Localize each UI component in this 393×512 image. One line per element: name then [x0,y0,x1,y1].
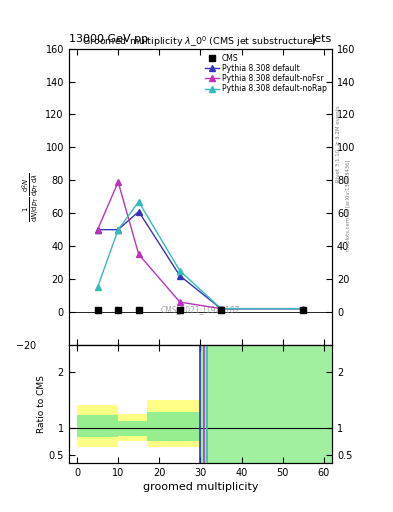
Pythia 8.308 default-noFsr [136,251,141,258]
Bar [118,414,147,441]
Pythia 8.308 default-noRap [301,306,306,312]
Pythia 8.308 default [136,208,141,215]
Line: Pythia 8.308 default: Pythia 8.308 default [95,209,306,311]
CMS [301,307,306,313]
Pythia 8.308 default-noFsr [116,179,121,185]
Text: 13000 GeV pp: 13000 GeV pp [69,33,148,44]
Pythia 8.308 default-noFsr [219,306,223,312]
Line: Pythia 8.308 default-noFsr: Pythia 8.308 default-noFsr [95,179,306,311]
X-axis label: groomed multiplicity: groomed multiplicity [143,482,258,493]
Pythia 8.308 default-noRap [178,268,182,274]
Pythia 8.308 default-noFsr [301,306,306,312]
Pythia 8.308 default [219,306,223,312]
CMS [116,307,121,313]
Text: $-$20: $-$20 [15,339,37,351]
Text: Jets: Jets [312,33,332,44]
Bar [200,345,332,463]
Bar [77,406,118,447]
CMS [219,307,223,313]
Line: CMS: CMS [95,308,306,313]
Pythia 8.308 default-noRap [219,306,223,312]
CMS [136,307,141,313]
Pythia 8.308 default [116,227,121,233]
Pythia 8.308 default-noRap [95,284,100,290]
Pythia 8.308 default-noRap [116,227,121,233]
Bar [77,415,118,437]
Y-axis label: $\frac{1}{\mathrm{d}N/\mathrm{d}p_\mathrm{T}}\,\frac{\mathrm{d}^2N}{\mathrm{d}p_: $\frac{1}{\mathrm{d}N/\mathrm{d}p_\mathr… [20,172,41,222]
Text: CMS_2021_I1920187: CMS_2021_I1920187 [161,305,240,314]
Text: Rivet 3.1.10, ≥ 3.2M events: Rivet 3.1.10, ≥ 3.2M events [336,105,341,182]
Legend: CMS, Pythia 8.308 default, Pythia 8.308 default-noFsr, Pythia 8.308 default-noRa: CMS, Pythia 8.308 default, Pythia 8.308 … [204,52,328,95]
Bar [147,400,200,447]
Y-axis label: Ratio to CMS: Ratio to CMS [37,375,46,433]
CMS [178,307,182,313]
Pythia 8.308 default [301,306,306,312]
Bar [118,421,147,436]
Line: Pythia 8.308 default-noRap: Pythia 8.308 default-noRap [95,199,306,311]
CMS [95,307,100,313]
Text: Groomed multiplicity $\lambda\_0^0$ (CMS jet substructure): Groomed multiplicity $\lambda\_0^0$ (CMS… [82,34,317,49]
Pythia 8.308 default-noFsr [95,227,100,233]
Pythia 8.308 default [178,273,182,279]
Pythia 8.308 default-noRap [136,199,141,205]
Bar [147,412,200,441]
Pythia 8.308 default [95,227,100,233]
Text: mcplots.cern.ch [arXiv:1306.3436]: mcplots.cern.ch [arXiv:1306.3436] [346,159,351,250]
Pythia 8.308 default-noFsr [178,299,182,305]
